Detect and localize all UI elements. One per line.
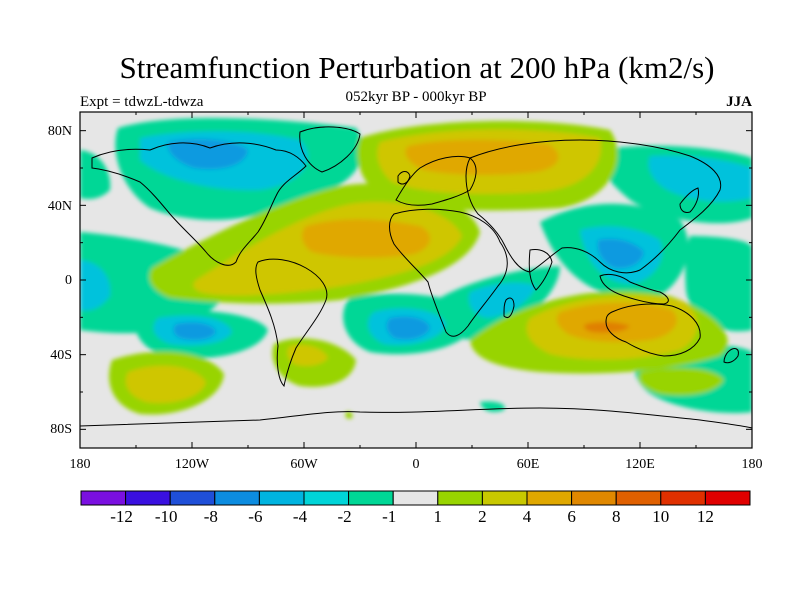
axis-ticks bbox=[79, 112, 753, 448]
colorbar-swatch bbox=[125, 490, 171, 506]
lon-label-120e: 120E bbox=[625, 457, 655, 472]
colorbar-swatch bbox=[704, 490, 751, 506]
coast-europe bbox=[395, 155, 477, 206]
contour-green-atlantic-west bbox=[80, 150, 111, 200]
colorbar-swatch bbox=[615, 490, 662, 506]
streamfunction-field bbox=[80, 112, 752, 448]
coast-south-america bbox=[255, 258, 328, 388]
lon-label-180-east: 180 bbox=[741, 457, 763, 472]
colorbar-tick-label: -8 bbox=[203, 507, 218, 526]
coast-madagascar bbox=[503, 297, 515, 319]
lon-label-0: 0 bbox=[412, 457, 420, 472]
lon-label-60e: 60E bbox=[516, 457, 540, 472]
coast-australia bbox=[605, 303, 701, 357]
colorbar-tick-label: 6 bbox=[567, 507, 576, 526]
coast-antarctica bbox=[80, 407, 752, 429]
contour-orange-atlantic bbox=[302, 219, 431, 258]
contour-orange-australia bbox=[556, 302, 677, 342]
colorbar-swatch bbox=[437, 490, 483, 506]
colorbar-swatch bbox=[526, 490, 573, 506]
lon-label-180-west: 180 bbox=[69, 457, 91, 472]
coast-japan bbox=[679, 187, 699, 213]
colorbar-tick-label: 10 bbox=[652, 507, 670, 526]
contour-yellow-south-pacific bbox=[125, 365, 206, 404]
contour-blue-asia-core bbox=[597, 238, 644, 269]
coast-british-isles bbox=[397, 171, 411, 185]
coastlines bbox=[80, 126, 752, 429]
colorbar-tick-label: 1 bbox=[433, 507, 443, 526]
coast-new-zealand bbox=[723, 348, 739, 364]
colorbar-swatch bbox=[303, 490, 350, 506]
contour-yellow-south-america bbox=[287, 344, 328, 366]
lat-label-40n: 40N bbox=[47, 199, 72, 214]
colorbar-swatch bbox=[214, 490, 260, 506]
coast-north-america bbox=[91, 142, 307, 266]
colorbar-tick-label: -6 bbox=[248, 507, 263, 526]
lon-label-60w: 60W bbox=[290, 457, 318, 472]
colorbar-tick-label: -10 bbox=[154, 507, 178, 526]
lon-label-120w: 120W bbox=[174, 457, 210, 472]
colorbar-tick-label: -12 bbox=[110, 507, 133, 526]
coast-india bbox=[528, 249, 553, 291]
contour-yellowgreen-small bbox=[345, 411, 353, 419]
colorbar-tick-label: 12 bbox=[696, 507, 714, 526]
coast-asia bbox=[465, 139, 722, 274]
colorbar-swatch bbox=[571, 490, 617, 506]
contour-cyan-west-pacific-equator bbox=[80, 260, 111, 311]
lat-label-40s: 40S bbox=[50, 348, 72, 363]
lat-label-80s: 80S bbox=[50, 422, 72, 437]
contour-green-far-east bbox=[685, 236, 752, 332]
coast-greenland bbox=[299, 126, 361, 173]
colorbar-swatch bbox=[258, 490, 305, 506]
figure-title: Streamfunction Perturbation at 200 hPa (… bbox=[119, 50, 715, 85]
colorbar-tick-label: 8 bbox=[611, 507, 621, 526]
lat-label-0: 0 bbox=[65, 273, 72, 288]
coast-africa bbox=[389, 208, 508, 337]
colorbar-tick-label: -1 bbox=[382, 507, 397, 526]
colorbar-swatch bbox=[392, 490, 439, 506]
contour-yellowgreen-southern-east bbox=[638, 367, 724, 396]
colorbar-swatch bbox=[348, 490, 394, 506]
colorbar-tick-label: 2 bbox=[478, 507, 487, 526]
colorbar-swatch bbox=[80, 490, 127, 506]
figure-subtitle: 052kyr BP - 000kyr BP bbox=[345, 89, 487, 105]
contour-orange-eurasia bbox=[405, 139, 559, 175]
colorbar-tick-label: -4 bbox=[292, 507, 308, 526]
contour-blue-atlantic-south-core bbox=[386, 316, 430, 340]
lat-label-80n: 80N bbox=[47, 124, 72, 139]
coast-southeast-asia-islands bbox=[599, 273, 669, 305]
colorbar-swatch bbox=[169, 490, 216, 506]
colorbar-swatch bbox=[660, 490, 706, 506]
colorbar-tick-label: -2 bbox=[337, 507, 352, 526]
contour-blue-pacific-south-core bbox=[173, 322, 216, 340]
contour-cyan-north-pacific-east bbox=[648, 155, 752, 202]
colorbar-swatch bbox=[481, 490, 528, 506]
colorbar bbox=[80, 490, 751, 506]
experiment-label: Expt = tdwzL-tdwza bbox=[80, 94, 204, 110]
contour-cyan-indian bbox=[468, 282, 536, 318]
contour-blue-canada bbox=[167, 139, 248, 170]
season-label: JJA bbox=[726, 94, 752, 110]
colorbar-tick-label: 4 bbox=[522, 507, 532, 526]
